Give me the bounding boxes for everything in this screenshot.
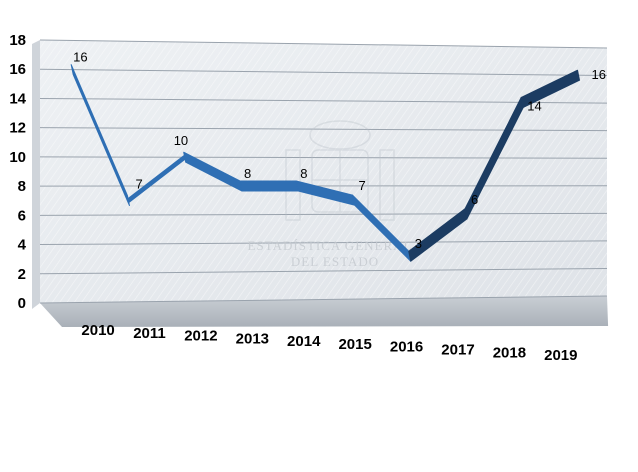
x-tick-label: 2016: [390, 339, 423, 356]
floor: [40, 296, 609, 327]
plot-walls: [32, 40, 609, 327]
watermark-line2: DEL ESTADO: [291, 254, 379, 269]
y-tick-label: 18: [9, 32, 26, 49]
data-label: 10: [174, 133, 188, 148]
x-tick-label: 2019: [544, 347, 577, 364]
x-tick-label: 2010: [81, 322, 114, 339]
watermark: ESTADÍSTICA GENERAL DEL ESTADO: [248, 120, 413, 269]
series-ribbon: [70, 64, 581, 262]
y-tick-label: 10: [9, 149, 26, 166]
x-tick-label: 2018: [493, 344, 526, 361]
y-tick-label: 6: [18, 207, 26, 224]
data-label: 8: [300, 166, 307, 181]
gridlines: [39, 39, 608, 304]
x-tick-label: 2017: [441, 341, 474, 358]
x-tick-label: 2014: [287, 333, 321, 350]
data-label: 16: [592, 67, 606, 82]
y-tick-label: 14: [9, 90, 26, 107]
data-label: 3: [415, 236, 422, 251]
gridline: [39, 68, 608, 77]
ribbon-segment: [520, 69, 581, 108]
side-wall: [32, 40, 40, 309]
data-label: 8: [244, 166, 251, 181]
x-tick-label: 2015: [338, 336, 371, 353]
y-tick-label: 4: [18, 237, 27, 254]
gridline: [39, 97, 608, 104]
watermark-line1: ESTADÍSTICA GENERAL: [248, 238, 413, 253]
y-tick-label: 12: [9, 120, 26, 137]
gridline: [39, 212, 608, 216]
data-label: 6: [471, 192, 478, 207]
ribbon-segment: [70, 64, 130, 207]
gridline: [39, 39, 608, 49]
x-tick-label: 2013: [236, 330, 269, 347]
y-tick-label: 8: [18, 178, 26, 195]
y-axis-tick-labels: 0 2 4 6 8 10 12 14 16 18: [9, 32, 26, 312]
data-label: 16: [73, 50, 87, 65]
ribbon-segment: [239, 180, 299, 192]
gridline: [39, 267, 608, 275]
x-tick-label: 2012: [184, 328, 217, 345]
back-wall-texture: [40, 40, 607, 303]
y-tick-label: 2: [18, 266, 26, 283]
data-label: 14: [527, 98, 541, 113]
data-label: 7: [135, 177, 142, 192]
gridline: [39, 240, 608, 246]
gridline: [39, 156, 608, 159]
gridline: [39, 295, 608, 304]
data-labels: 16 7 10 8 8 7 3 6 14 16: [73, 50, 606, 252]
y-tick-label: 0: [18, 295, 26, 312]
gridline: [39, 127, 608, 132]
x-axis-tick-labels: 2010 2011 2012 2013 2014 2015 2016 2017 2018 2019: [81, 322, 577, 364]
x-tick-label: 2011: [133, 325, 166, 342]
data-label: 7: [358, 178, 365, 193]
y-tick-label: 16: [9, 61, 26, 78]
